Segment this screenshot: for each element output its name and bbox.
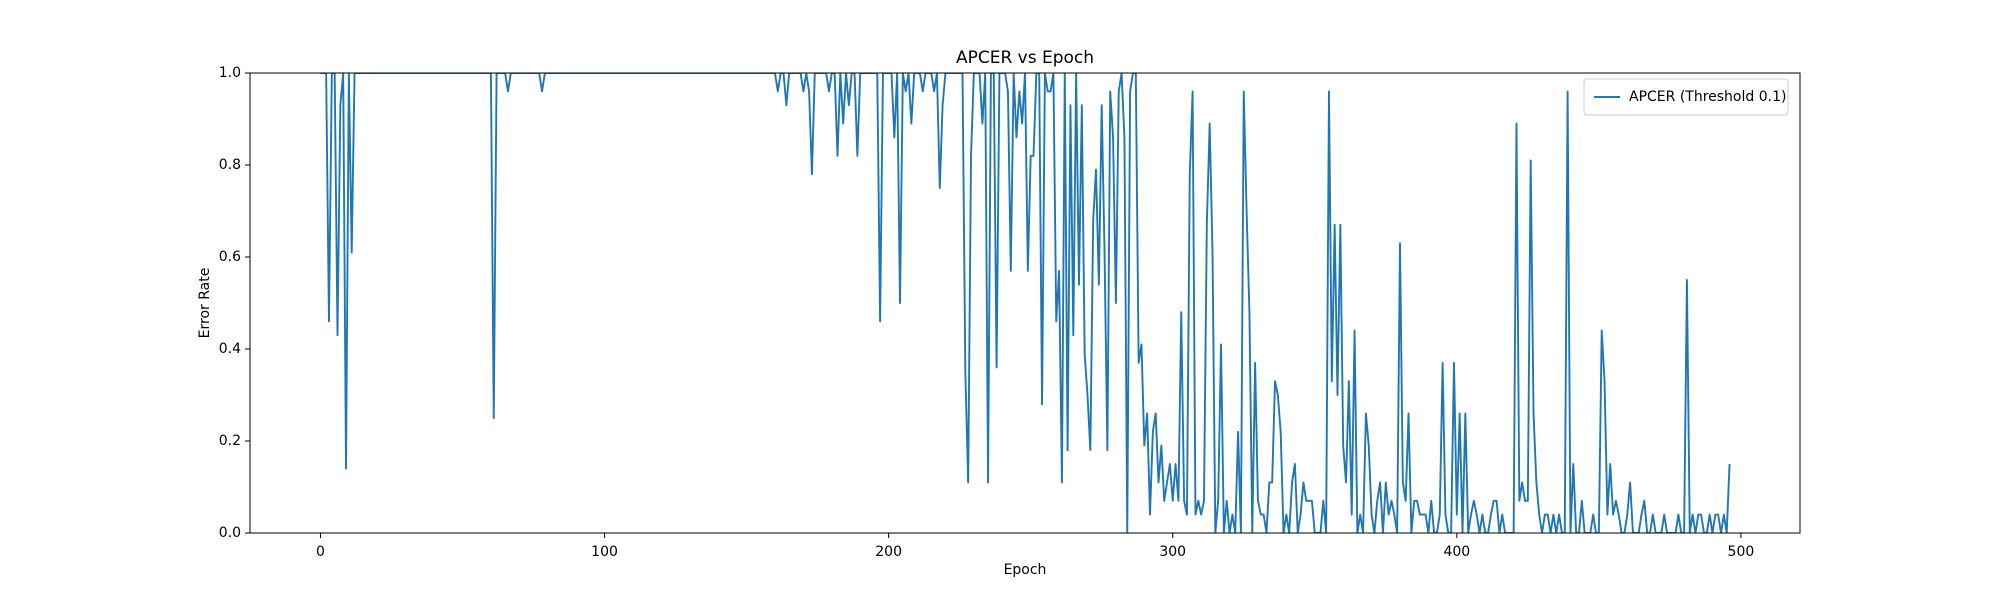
- y-tick-label: 0.8: [219, 157, 241, 173]
- legend-label: APCER (Threshold 0.1): [1629, 89, 1786, 105]
- y-tick-label: 0.2: [219, 433, 241, 449]
- x-tick-label: 100: [591, 544, 618, 560]
- y-tick-label: 0.0: [219, 525, 241, 541]
- y-tick-label: 0.4: [219, 341, 241, 357]
- chart-title: APCER vs Epoch: [956, 48, 1094, 68]
- y-tick-label: 0.6: [219, 249, 241, 265]
- x-tick-label: 400: [1443, 544, 1470, 560]
- x-tick-label: 300: [1159, 544, 1186, 560]
- x-tick-label: 500: [1728, 544, 1755, 560]
- x-tick-label: 0: [316, 544, 325, 560]
- data-line: [320, 73, 1731, 533]
- y-tick-label: 1.0: [219, 65, 241, 81]
- x-axis-label: Epoch: [1004, 562, 1047, 578]
- y-axis-label: Error Rate: [197, 268, 213, 339]
- x-tick-label: 200: [875, 544, 902, 560]
- legend-box: [1583, 78, 1789, 116]
- plot-frame: [249, 72, 1801, 534]
